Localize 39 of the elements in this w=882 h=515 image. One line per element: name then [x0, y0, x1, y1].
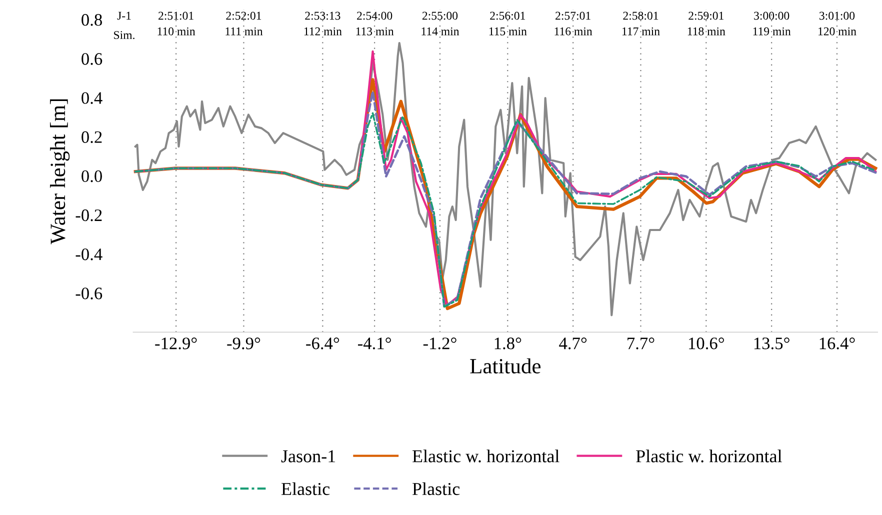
- x-tick-label: -6.4°: [306, 338, 340, 350]
- annotation: 2:58:01 117 min: [622, 12, 660, 36]
- x-tick-label: 10.6°: [689, 338, 724, 350]
- x-tick-label: 7.7°: [628, 338, 654, 350]
- annotation: 2:52:01 111 min: [226, 12, 263, 36]
- annotation: 3:01:00 120 min: [818, 12, 856, 36]
- x-tick-label: 1.8°: [494, 338, 522, 350]
- legend-label: Jason-1: [281, 450, 336, 462]
- annotation: 2:54:00 113 min: [356, 12, 394, 36]
- legend-label: Elastic w. horizontal: [412, 450, 560, 462]
- y-axis-title: Water height [m]: [50, 99, 70, 244]
- annotation: 2:55:00 114 min: [422, 12, 460, 36]
- legend-label: Plastic: [412, 482, 460, 496]
- x-tick-label: -9.9°: [227, 338, 260, 350]
- text: J-1: [117, 12, 131, 20]
- x-tick-label: -12.9°: [155, 338, 197, 350]
- x-tick-label: 16.4°: [820, 338, 855, 350]
- annotation: 2:53:13 112 min: [304, 12, 342, 36]
- annotation: 2:51:01 110 min: [158, 12, 196, 36]
- x-tick-label: -4.1°: [358, 338, 391, 350]
- legend-label: Elastic: [281, 482, 330, 496]
- y-tick-label: -0.2: [76, 209, 102, 222]
- x-tick-label: -1.2°: [423, 338, 456, 350]
- annotation: 2:59:01 118 min: [688, 12, 726, 36]
- y-tick-label: 0.8: [82, 14, 102, 26]
- y-tick-label: 0.4: [82, 92, 102, 104]
- annotation: 3:00:00 119 min: [753, 12, 791, 36]
- y-tick-label: -0.6: [76, 288, 102, 300]
- annotation: 2:56:01 115 min: [489, 12, 527, 36]
- annotation: 2:57:01 116 min: [554, 12, 592, 36]
- x-tick-label: 13.5°: [754, 338, 790, 350]
- y-tick-label: 0.0: [82, 170, 102, 182]
- x-tick-label: 4.7°: [559, 338, 587, 350]
- y-tick-label: -0.4: [76, 248, 102, 260]
- y-tick-label: 0.2: [82, 131, 102, 144]
- legend-label: Plastic w. horizontal: [636, 450, 782, 462]
- annotation: Sim.: [114, 31, 134, 40]
- x-axis-title: Latitude: [470, 358, 541, 374]
- y-tick-label: 0.6: [82, 53, 102, 65]
